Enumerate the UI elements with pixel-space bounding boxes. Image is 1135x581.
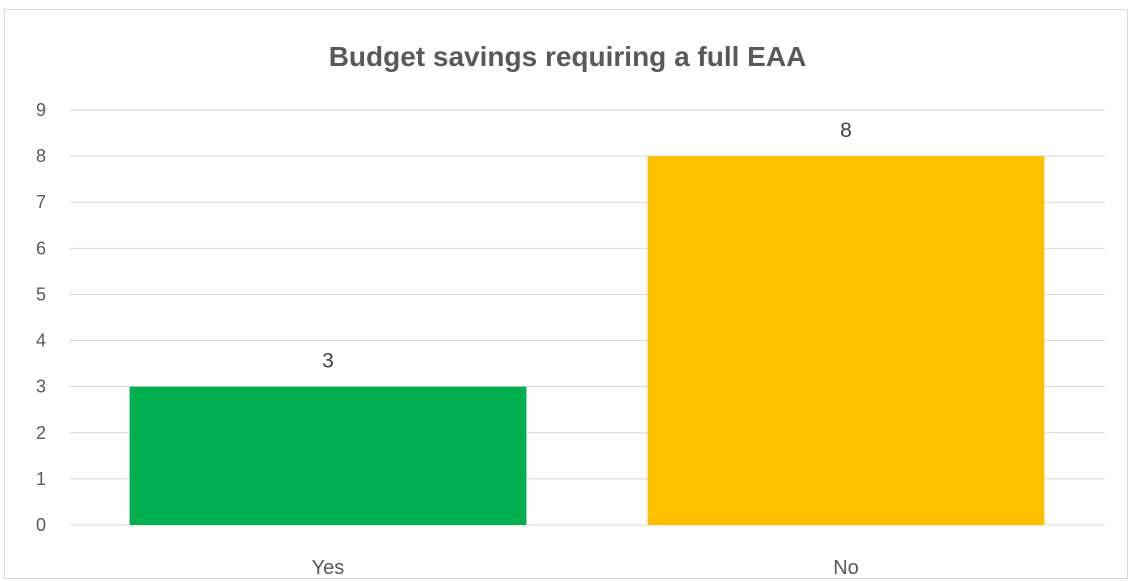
y-tick-label: 5 <box>36 284 46 304</box>
y-tick-label: 4 <box>36 331 46 351</box>
x-category-label-no: No <box>833 557 859 579</box>
y-tick-label: 9 <box>36 100 46 120</box>
x-axis-categories: Yes No <box>312 557 859 579</box>
bars <box>129 156 1045 525</box>
bar-no <box>647 156 1045 525</box>
data-labels: 38 <box>322 119 852 373</box>
bar-yes <box>129 386 527 525</box>
y-tick-label: 0 <box>36 515 46 535</box>
y-tick-label: 6 <box>36 238 46 258</box>
y-tick-label: 2 <box>36 423 46 443</box>
x-category-label-yes: Yes <box>312 557 345 579</box>
data-label-no: 8 <box>840 119 852 142</box>
data-label-yes: 3 <box>322 350 334 373</box>
y-tick-label: 3 <box>36 377 46 397</box>
y-tick-label: 8 <box>36 146 46 166</box>
y-tick-label: 7 <box>36 192 46 212</box>
chart-title: Budget savings requiring a full EAA <box>328 41 807 72</box>
y-tick-label: 1 <box>36 469 46 489</box>
y-axis-ticks: 0 1 2 3 4 5 6 7 8 9 <box>36 100 46 535</box>
